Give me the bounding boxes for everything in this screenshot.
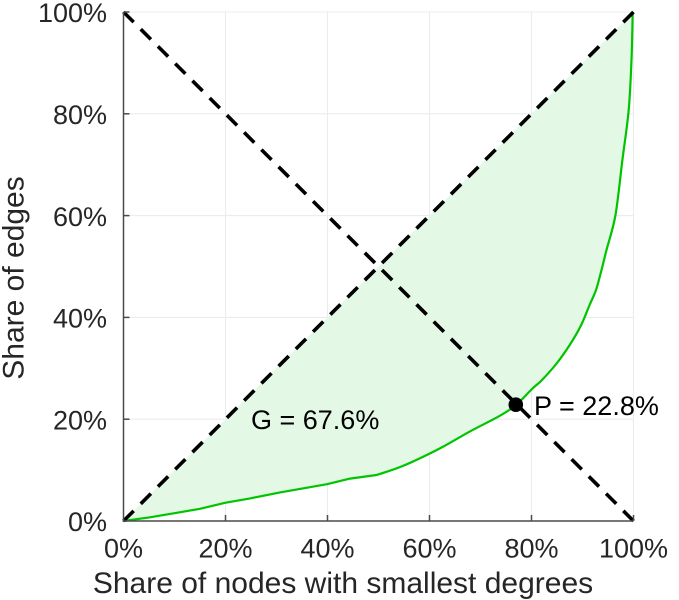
svg-text:60%: 60% bbox=[53, 202, 107, 232]
svg-text:0%: 0% bbox=[68, 507, 107, 537]
svg-text:G = 67.6%: G = 67.6% bbox=[251, 405, 379, 435]
svg-text:40%: 40% bbox=[53, 304, 107, 334]
svg-text:0%: 0% bbox=[104, 534, 143, 564]
svg-text:20%: 20% bbox=[53, 405, 107, 435]
svg-text:40%: 40% bbox=[300, 534, 354, 564]
svg-text:100%: 100% bbox=[599, 534, 668, 564]
svg-text:80%: 80% bbox=[53, 100, 107, 130]
svg-text:60%: 60% bbox=[402, 534, 456, 564]
svg-text:100%: 100% bbox=[38, 0, 107, 28]
svg-text:20%: 20% bbox=[198, 534, 252, 564]
svg-text:Share of edges: Share of edges bbox=[0, 176, 31, 379]
svg-text:P = 22.8%: P = 22.8% bbox=[534, 391, 659, 421]
svg-text:Share of nodes with smallest d: Share of nodes with smallest degrees bbox=[93, 567, 593, 600]
svg-text:80%: 80% bbox=[504, 534, 558, 564]
